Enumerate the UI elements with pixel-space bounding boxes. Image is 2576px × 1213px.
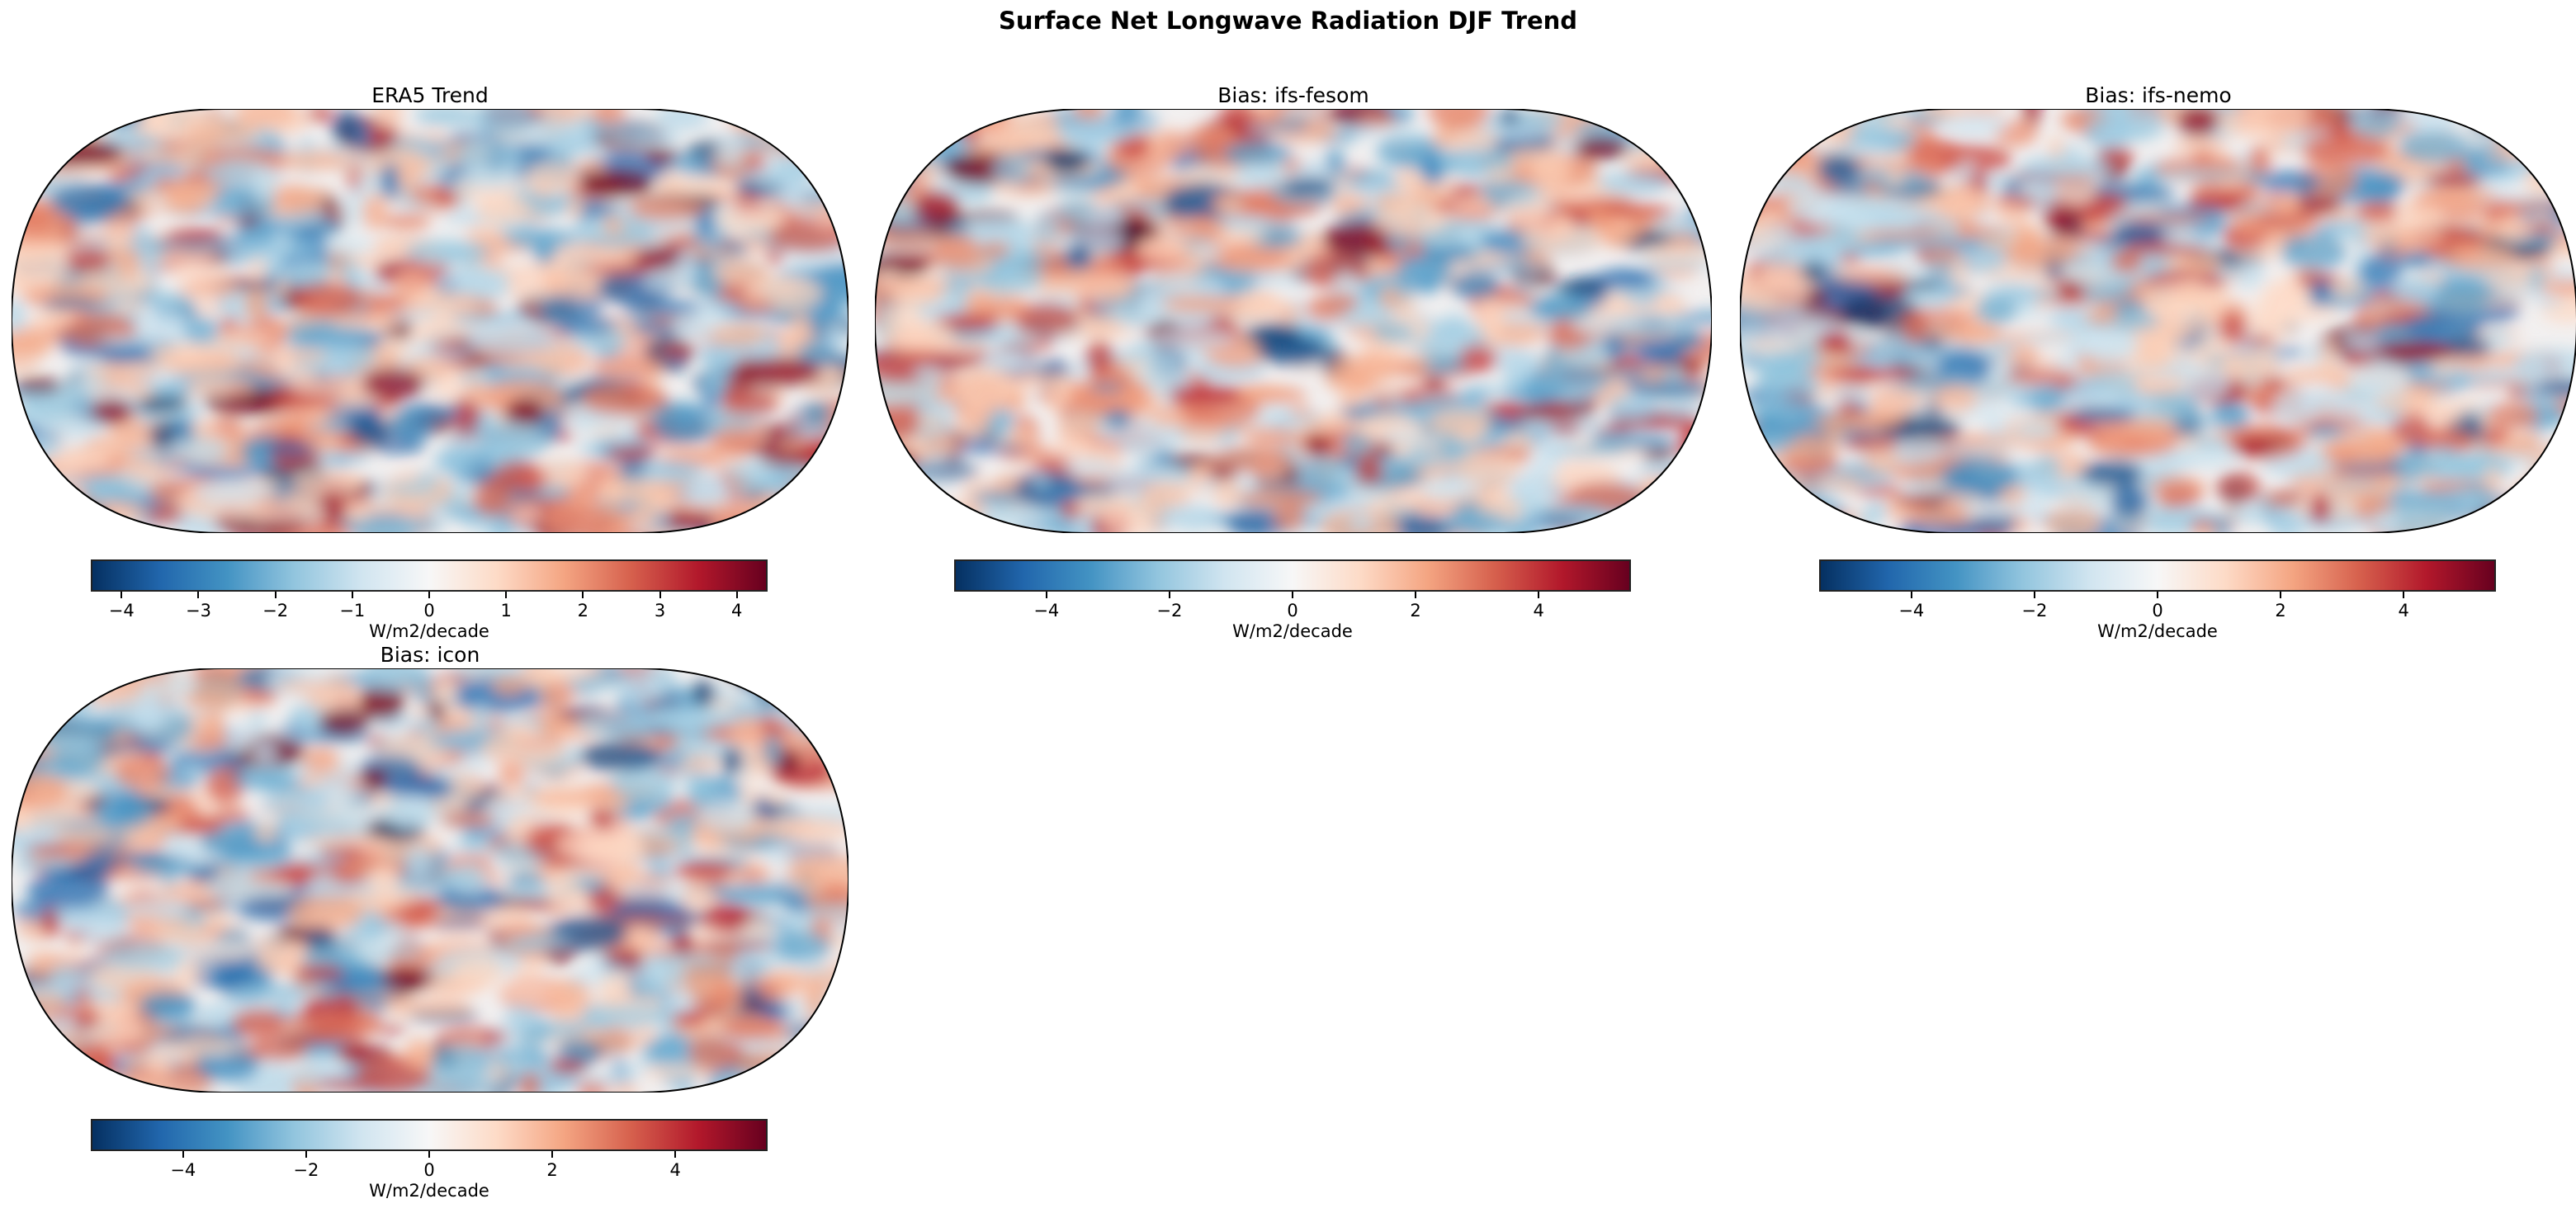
colorbar-tick-label: 0 bbox=[423, 1160, 435, 1180]
colorbar-label: W/m2/decade bbox=[1232, 621, 1353, 641]
colorbar-label: W/m2/decade bbox=[2097, 621, 2218, 641]
colorbar-tick-label: −4 bbox=[1033, 601, 1060, 621]
colorbar-gradient bbox=[91, 559, 768, 592]
colorbar-tick-mark bbox=[305, 1151, 307, 1158]
colorbar-tick-label: 2 bbox=[1410, 601, 1421, 621]
colorbar-tick-mark bbox=[1415, 592, 1417, 598]
colorbar-label: W/m2/decade bbox=[369, 1181, 489, 1201]
colorbar-tick-mark bbox=[274, 592, 277, 598]
colorbar-tick-mark bbox=[551, 1151, 554, 1158]
colorbar-tick-mark bbox=[182, 1151, 184, 1158]
figure-title: Surface Net Longwave Radiation DJF Trend bbox=[998, 7, 1578, 35]
colorbar-tick-label: 2 bbox=[577, 601, 589, 621]
colorbar-tick-label: −2 bbox=[2021, 601, 2048, 621]
colorbar-tick-label: −2 bbox=[262, 601, 289, 621]
panel-title: Bias: icon bbox=[380, 643, 480, 667]
colorbar-tick-mark bbox=[2403, 592, 2405, 598]
colorbar-tick-mark bbox=[1910, 592, 1912, 598]
colorbar-tick-label: −4 bbox=[1898, 601, 1925, 621]
colorbar-tick-mark bbox=[674, 1151, 677, 1158]
colorbar-tick-label: 0 bbox=[1287, 601, 1298, 621]
colorbar-tick-label: 0 bbox=[423, 601, 435, 621]
colorbar-tick-label: 4 bbox=[1533, 601, 1544, 621]
colorbar-tick-label: 0 bbox=[2152, 601, 2163, 621]
colorbar-tick-mark bbox=[1045, 592, 1047, 598]
colorbar-tick-mark bbox=[197, 592, 200, 598]
colorbar-gradient bbox=[1819, 559, 2496, 592]
colorbar-tick-mark bbox=[505, 592, 508, 598]
colorbar-tick-mark bbox=[735, 592, 738, 598]
map-boundary bbox=[12, 109, 848, 533]
map-boundary bbox=[1740, 109, 2576, 533]
colorbar-tick-mark bbox=[428, 592, 430, 598]
colorbar-tick-label: 2 bbox=[2275, 601, 2286, 621]
colorbar-tick-mark bbox=[2157, 592, 2158, 598]
panel-title: Bias: ifs-fesom bbox=[1217, 83, 1369, 107]
colorbar-tick-mark bbox=[2033, 592, 2035, 598]
colorbar-tick-mark bbox=[659, 592, 661, 598]
colorbar-tick-label: −2 bbox=[293, 1160, 319, 1180]
map-boundary bbox=[12, 668, 848, 1093]
field-shading bbox=[1740, 109, 2576, 533]
robinson-map bbox=[1740, 109, 2576, 533]
robinson-map bbox=[12, 109, 848, 533]
colorbar-tick-mark bbox=[351, 592, 353, 598]
map-boundary bbox=[875, 109, 1712, 533]
colorbar-tick-mark bbox=[2280, 592, 2282, 598]
colorbar-tick-label: −4 bbox=[108, 601, 135, 621]
colorbar-tick-label: 3 bbox=[654, 601, 666, 621]
colorbar-gradient bbox=[91, 1119, 768, 1151]
colorbar-tick-mark bbox=[1292, 592, 1293, 598]
colorbar-tick-mark bbox=[1538, 592, 1540, 598]
colorbar-tick-mark bbox=[121, 592, 123, 598]
colorbar-gradient bbox=[954, 559, 1631, 592]
colorbar-tick-label: 4 bbox=[731, 601, 743, 621]
colorbar-tick-mark bbox=[582, 592, 584, 598]
colorbar-tick-label: −1 bbox=[339, 601, 366, 621]
colorbar-tick-label: −2 bbox=[1156, 601, 1183, 621]
colorbar-tick-label: 1 bbox=[500, 601, 512, 621]
colorbar-tick-label: −3 bbox=[185, 601, 211, 621]
colorbar-tick-label: 4 bbox=[669, 1160, 681, 1180]
panel-title: Bias: ifs-nemo bbox=[2085, 83, 2232, 107]
colorbar-tick-mark bbox=[1168, 592, 1170, 598]
robinson-map bbox=[875, 109, 1712, 533]
colorbar-tick-label: 2 bbox=[546, 1160, 558, 1180]
colorbar-label: W/m2/decade bbox=[369, 621, 489, 641]
colorbar-tick-mark bbox=[428, 1151, 430, 1158]
robinson-map bbox=[12, 668, 848, 1093]
panel-title: ERA5 Trend bbox=[371, 83, 489, 107]
colorbar-tick-label: 4 bbox=[2398, 601, 2409, 621]
colorbar-tick-label: −4 bbox=[170, 1160, 196, 1180]
